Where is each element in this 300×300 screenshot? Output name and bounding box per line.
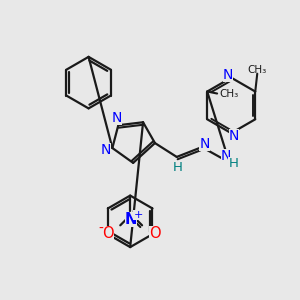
Text: N: N [199,137,210,151]
Text: CH₃: CH₃ [219,88,238,98]
Text: O: O [103,226,114,241]
Text: H: H [173,161,183,174]
Text: O: O [149,226,161,241]
Text: CH₃: CH₃ [248,65,267,75]
Text: +: + [134,210,143,220]
Text: N: N [112,111,122,125]
Text: N: N [223,68,233,82]
Text: N: N [229,129,239,143]
Text: H: H [228,158,238,170]
Text: N: N [100,143,111,157]
Text: N: N [125,212,137,227]
Text: -: - [98,222,103,236]
Text: N: N [221,149,232,163]
